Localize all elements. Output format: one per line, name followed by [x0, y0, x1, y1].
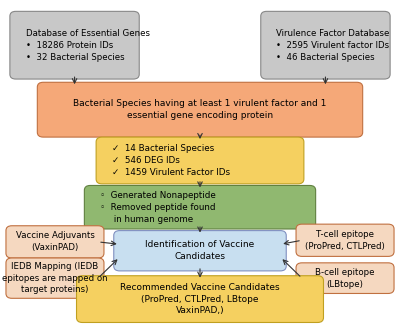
FancyBboxPatch shape [10, 12, 139, 79]
Text: Bacterial Species having at least 1 virulent factor and 1
essential gene encodin: Bacterial Species having at least 1 viru… [73, 99, 327, 120]
Text: B-cell epitope
(LBtope): B-cell epitope (LBtope) [315, 268, 375, 289]
FancyBboxPatch shape [76, 276, 324, 322]
FancyBboxPatch shape [37, 82, 363, 137]
Text: Virulence Factor Database
•  2595 Virulent factor IDs
•  46 Bacterial Species: Virulence Factor Database • 2595 Virulen… [276, 29, 390, 62]
FancyBboxPatch shape [6, 258, 104, 298]
Text: ✓  14 Bacterial Species
✓  546 DEG IDs
✓  1459 Virulent Factor IDs: ✓ 14 Bacterial Species ✓ 546 DEG IDs ✓ 1… [112, 144, 230, 177]
FancyBboxPatch shape [84, 186, 316, 229]
Text: T-cell epitope
(ProPred, CTLPred): T-cell epitope (ProPred, CTLPred) [305, 230, 385, 251]
FancyBboxPatch shape [296, 224, 394, 256]
Text: Identification of Vaccine
Candidates: Identification of Vaccine Candidates [145, 240, 255, 261]
FancyBboxPatch shape [114, 231, 286, 271]
Text: Recommended Vaccine Candidates
(ProPred, CTLPred, LBtope
VaxinPAD,): Recommended Vaccine Candidates (ProPred,… [120, 283, 280, 316]
FancyBboxPatch shape [261, 12, 390, 79]
FancyBboxPatch shape [296, 263, 394, 293]
Text: IEDB Mapping (IEDB
epitopes are mapped on
target proteins): IEDB Mapping (IEDB epitopes are mapped o… [2, 262, 108, 294]
Text: ◦  Generated Nonapeptide
◦  Removed peptide found
     in human genome: ◦ Generated Nonapeptide ◦ Removed peptid… [100, 191, 216, 223]
Text: Vaccine Adjuvants
(VaxinPAD): Vaccine Adjuvants (VaxinPAD) [16, 232, 94, 252]
Text: Database of Essential Genes
•  18286 Protein IDs
•  32 Bacterial Species: Database of Essential Genes • 18286 Prot… [26, 29, 150, 62]
FancyBboxPatch shape [6, 226, 104, 258]
FancyBboxPatch shape [96, 137, 304, 184]
